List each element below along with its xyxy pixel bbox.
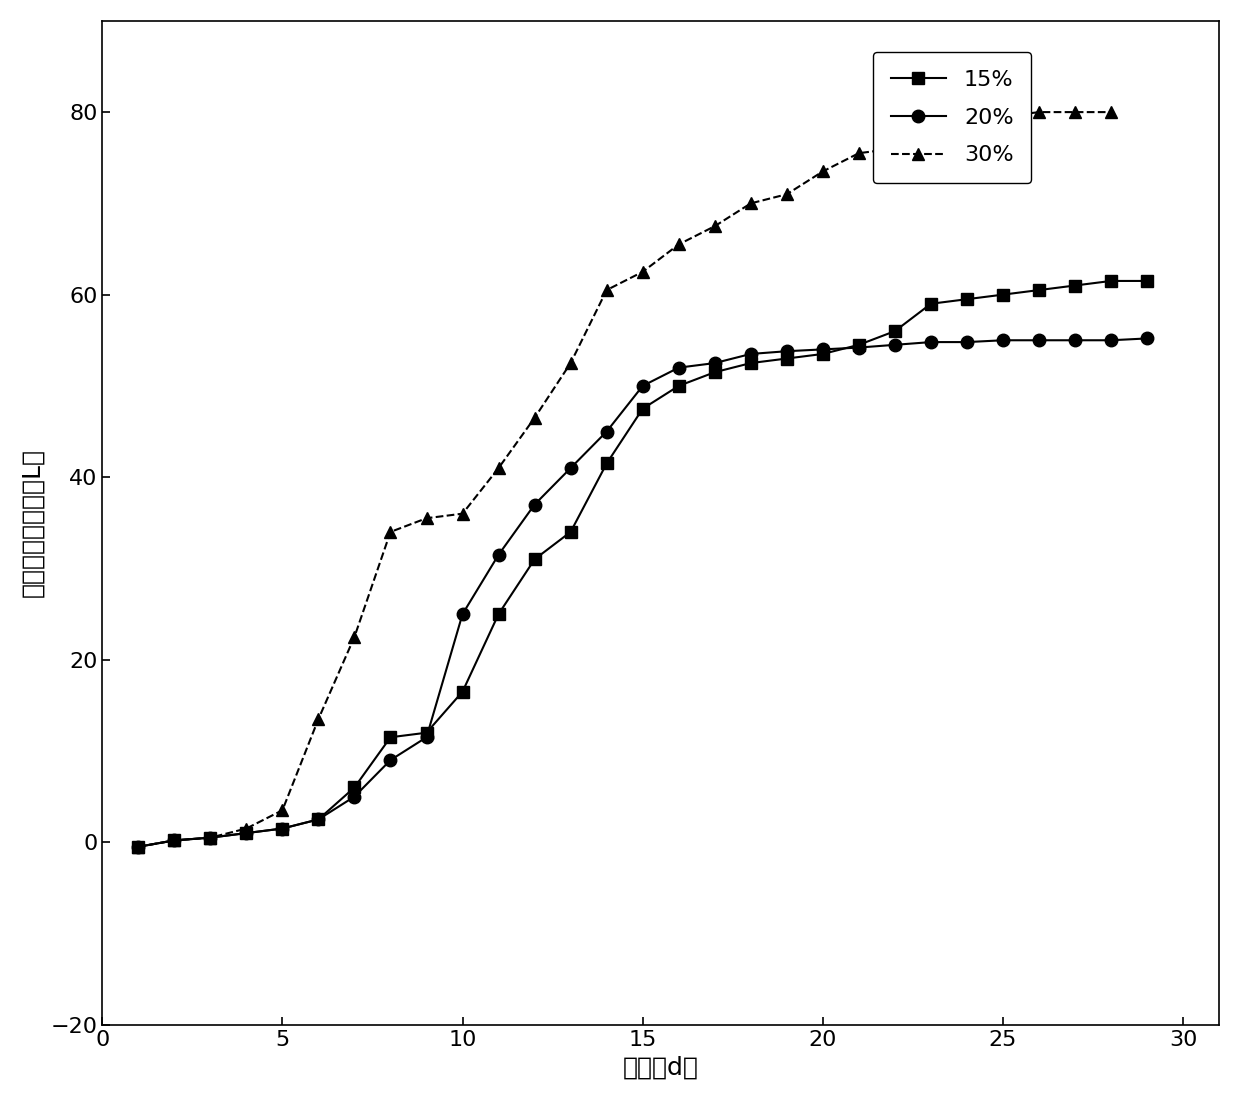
15% (275, 822, 290, 835)
15% (780, 352, 795, 365)
20% (780, 344, 795, 358)
Line: 20%: 20% (131, 332, 1153, 852)
30% (311, 713, 326, 726)
15% (1104, 274, 1118, 287)
30% (239, 822, 254, 835)
20% (852, 341, 867, 354)
30% (1104, 106, 1118, 119)
20% (743, 348, 758, 361)
20% (383, 754, 398, 767)
20% (203, 832, 218, 845)
Line: 30%: 30% (131, 106, 1117, 853)
20% (131, 840, 146, 854)
20% (167, 834, 182, 847)
30% (527, 411, 542, 425)
30% (924, 138, 939, 151)
20% (527, 498, 542, 512)
15% (563, 526, 578, 539)
15% (131, 840, 146, 854)
15% (707, 365, 722, 378)
30% (1032, 106, 1047, 119)
30% (780, 188, 795, 201)
20% (455, 607, 470, 620)
30% (707, 220, 722, 233)
20% (1140, 332, 1154, 345)
30% (203, 832, 218, 845)
20% (311, 813, 326, 826)
15% (203, 832, 218, 845)
30% (888, 142, 903, 155)
20% (1068, 333, 1083, 346)
30% (852, 146, 867, 160)
15% (960, 293, 975, 306)
30% (599, 284, 614, 297)
30% (1068, 106, 1083, 119)
15% (599, 456, 614, 470)
20% (563, 461, 578, 474)
15% (924, 297, 939, 310)
20% (707, 356, 722, 370)
30% (816, 165, 831, 178)
15% (419, 726, 434, 739)
30% (960, 129, 975, 142)
15% (888, 324, 903, 338)
15% (743, 356, 758, 370)
15% (455, 685, 470, 698)
20% (491, 548, 506, 561)
20% (996, 333, 1011, 346)
15% (852, 338, 867, 351)
15% (996, 288, 1011, 301)
20% (599, 425, 614, 438)
20% (419, 730, 434, 744)
20% (671, 361, 686, 374)
30% (563, 356, 578, 370)
15% (491, 607, 506, 620)
15% (1032, 284, 1047, 297)
15% (816, 348, 831, 361)
15% (671, 379, 686, 393)
30% (671, 238, 686, 251)
15% (167, 834, 182, 847)
30% (347, 630, 362, 644)
20% (1032, 333, 1047, 346)
30% (743, 197, 758, 210)
30% (996, 110, 1011, 123)
30% (383, 526, 398, 539)
15% (635, 403, 650, 416)
20% (635, 379, 650, 393)
30% (167, 834, 182, 847)
30% (275, 804, 290, 817)
20% (347, 790, 362, 803)
15% (347, 781, 362, 794)
15% (311, 813, 326, 826)
15% (239, 826, 254, 839)
30% (635, 265, 650, 278)
15% (527, 552, 542, 565)
30% (131, 840, 146, 854)
15% (383, 730, 398, 744)
30% (419, 512, 434, 525)
Y-axis label: 甲烷累积产气量（L）: 甲烷累积产气量（L） (21, 449, 45, 597)
Legend: 15%, 20%, 30%: 15%, 20%, 30% (873, 52, 1032, 183)
20% (275, 822, 290, 835)
20% (1104, 333, 1118, 346)
15% (1140, 274, 1154, 287)
15% (1068, 279, 1083, 293)
20% (924, 336, 939, 349)
Line: 15%: 15% (131, 275, 1153, 852)
20% (960, 336, 975, 349)
20% (888, 338, 903, 351)
30% (455, 507, 470, 520)
30% (491, 461, 506, 474)
20% (239, 826, 254, 839)
X-axis label: 天数（d）: 天数（d） (622, 1055, 698, 1079)
20% (816, 343, 831, 356)
